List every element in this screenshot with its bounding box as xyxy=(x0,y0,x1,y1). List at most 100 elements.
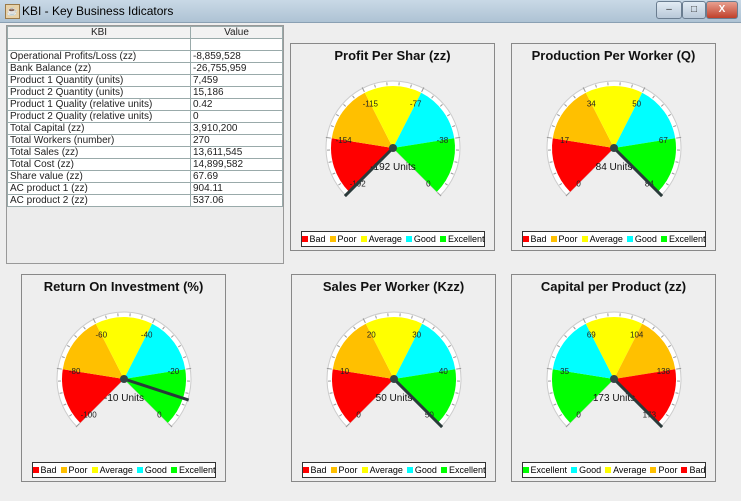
dial-tick-label: 69 xyxy=(587,330,596,339)
gauge-value-label: -192 Units xyxy=(370,162,416,173)
dial-tick-label: 0 xyxy=(157,410,162,419)
legend-swatch-icon xyxy=(405,236,412,242)
kbi-value-cell[interactable]: 270 xyxy=(190,134,283,147)
legend-label: Excellent xyxy=(448,465,486,475)
dial-tick xyxy=(447,344,452,348)
dial-tick xyxy=(333,403,337,406)
table-row[interactable]: AC product 1 (zz) 904.11 xyxy=(7,182,283,195)
dial-tick-label: -20 xyxy=(168,367,180,376)
kbi-value-cell[interactable]: 3,910,200 xyxy=(190,122,283,135)
kbi-value-cell[interactable]: 7,459 xyxy=(190,74,283,87)
close-button[interactable]: X xyxy=(706,1,738,19)
kbi-name-cell[interactable]: Share value (zz) xyxy=(7,170,191,183)
column-header-kbi[interactable]: KBI xyxy=(7,26,191,39)
dial-segment-good xyxy=(614,92,676,148)
gauge-legend: Bad Poor Average Good Excellent xyxy=(302,462,486,478)
dial-tick xyxy=(74,334,78,338)
table-row[interactable]: Product 1 Quantity (units) 7,459 xyxy=(7,74,283,87)
dial-tick xyxy=(551,356,555,359)
table-row[interactable]: Total Workers (number) 270 xyxy=(7,134,283,147)
dial-tick-label: 0 xyxy=(576,410,581,419)
gauge-needle xyxy=(612,377,664,429)
column-header-value[interactable]: Value xyxy=(190,26,283,39)
kbi-name-cell[interactable]: Total Capital (zz) xyxy=(7,122,191,135)
needle-hub xyxy=(610,375,618,383)
dial-tick xyxy=(665,182,669,186)
table-row[interactable]: Bank Balance (zz) -26,755,959 xyxy=(7,62,283,75)
dial-tick xyxy=(186,367,192,370)
kbi-value-cell[interactable]: 13,611,545 xyxy=(190,146,283,159)
gauge-dial: 0173450678484 Units xyxy=(546,80,682,198)
kbi-name-cell[interactable]: Total Cost (zz) xyxy=(7,158,191,171)
dial-tick xyxy=(343,103,347,107)
legend-label: Average xyxy=(589,234,623,244)
kbi-value-cell[interactable]: 537.06 xyxy=(190,194,283,207)
kbi-value-cell[interactable] xyxy=(190,38,283,51)
kbi-name-cell[interactable]: Product 1 Quality (relative units) xyxy=(7,98,191,111)
kbi-name-cell[interactable]: Product 1 Quantity (units) xyxy=(7,74,191,87)
kbi-value-cell[interactable]: 15,186 xyxy=(190,86,283,99)
table-row[interactable]: Product 2 Quality (relative units) 0 xyxy=(7,110,283,123)
gauge-panel-capital-per-product: Capital per Product (zz)0356910413817317… xyxy=(511,274,716,482)
dial-tick-label: 138 xyxy=(657,367,671,376)
kbi-value-cell[interactable]: 0.42 xyxy=(190,98,283,111)
kbi-name-cell[interactable]: Product 2 Quality (relative units) xyxy=(7,110,191,123)
legend-item-bad: Bad xyxy=(522,234,547,244)
kbi-value-cell[interactable]: -26,755,959 xyxy=(190,62,283,75)
dial-tick xyxy=(352,95,355,99)
dial-tick-label: -60 xyxy=(96,330,108,339)
minimize-button[interactable]: – xyxy=(656,1,682,19)
kbi-value-cell[interactable]: 904.11 xyxy=(190,182,283,195)
dial-tick xyxy=(676,136,682,139)
dial-tick xyxy=(183,356,187,359)
table-row[interactable]: AC product 2 (zz) 537.06 xyxy=(7,194,283,207)
dial-segment-bad xyxy=(62,369,124,423)
gauge-legend: Bad Poor Average Good Excellent xyxy=(522,231,706,247)
dial-tick xyxy=(665,413,669,417)
legend-item-average: Average xyxy=(91,465,133,475)
dial-tick xyxy=(652,326,655,330)
kbi-value-cell[interactable]: 67.69 xyxy=(190,170,283,183)
legend-label: Excellent xyxy=(530,465,568,475)
table-row[interactable] xyxy=(7,38,283,51)
table-row[interactable]: Share value (zz) 67.69 xyxy=(7,170,283,183)
kbi-value-cell[interactable]: 14,899,582 xyxy=(190,158,283,171)
legend-item-excellent: Excellent xyxy=(440,465,486,475)
table-row[interactable]: Total Sales (zz) 13,611,545 xyxy=(7,146,283,159)
title-bar[interactable]: ☕ KBI - Key Business Idicators – □ X xyxy=(0,0,741,23)
table-row[interactable]: Product 2 Quantity (units) 15,186 xyxy=(7,86,283,99)
legend-swatch-icon xyxy=(330,467,337,473)
dial-segment-bad xyxy=(331,138,393,192)
kbi-name-cell[interactable]: Operational Profits/Loss (zz) xyxy=(7,50,191,63)
kbi-name-cell[interactable]: AC product 1 (zz) xyxy=(7,182,191,195)
kbi-name-cell[interactable]: Product 2 Quantity (units) xyxy=(7,86,191,99)
gauge-panel-return-on-investment: Return On Investment (%) -100 -80 -60 -40 -20… xyxy=(21,274,226,482)
kbi-table: KBI Value Operational Profits/Loss (zz) -… xyxy=(7,26,283,207)
kbi-name-cell[interactable]: AC product 2 (zz) xyxy=(7,194,191,207)
legend-swatch-icon xyxy=(550,236,557,242)
table-row[interactable]: Product 1 Quality (relative units) 0.42 xyxy=(7,98,283,111)
table-row[interactable]: Total Capital (zz) 3,910,200 xyxy=(7,122,283,135)
legend-item-excellent: Excellent xyxy=(439,234,484,244)
kbi-name-cell[interactable] xyxy=(7,38,191,51)
kbi-value-cell[interactable]: 0 xyxy=(190,110,283,123)
kbi-value-cell[interactable]: -8,859,528 xyxy=(190,50,283,63)
table-row[interactable]: Total Cost (zz) 14,899,582 xyxy=(7,158,283,171)
gauge-value-label: 84 Units xyxy=(596,162,633,173)
kbi-name-cell[interactable]: Total Workers (number) xyxy=(7,134,191,147)
table-row[interactable]: Operational Profits/Loss (zz) -8,859,528 xyxy=(7,50,283,63)
legend-item-bad: Bad xyxy=(301,234,326,244)
dial-tick xyxy=(553,403,557,406)
kbi-name-cell[interactable]: Bank Balance (zz) xyxy=(7,62,191,75)
gauge-legend: Bad Poor Average Good Excellent xyxy=(301,231,485,247)
maximize-button[interactable]: □ xyxy=(682,1,706,19)
dial-tick xyxy=(595,315,597,319)
dial-tick xyxy=(332,172,336,175)
dial-tick-label: 20 xyxy=(367,330,376,339)
legend-label: Good xyxy=(634,234,657,244)
dial-tick-label: -38 xyxy=(437,136,449,145)
legend-label: Average xyxy=(368,234,402,244)
kbi-name-cell[interactable]: Total Sales (zz) xyxy=(7,146,191,159)
dial-tick xyxy=(595,84,597,88)
legend-swatch-icon xyxy=(522,467,529,473)
